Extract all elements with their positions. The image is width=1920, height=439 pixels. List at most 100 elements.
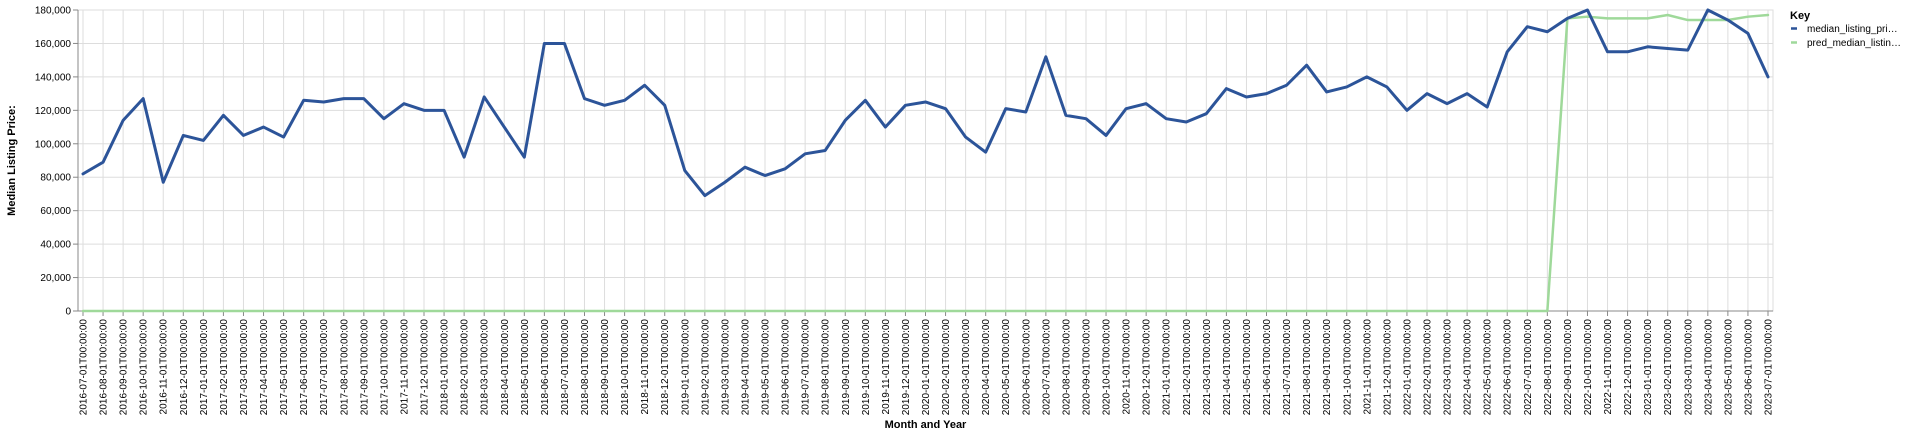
x-tick-label: 2017-09-01T00:00:00 — [359, 319, 370, 416]
x-tick-label: 2018-02-01T00:00:00 — [460, 319, 471, 416]
grid-lines — [77, 9, 1774, 312]
x-tick-label: 2020-03-01T00:00:00 — [961, 319, 972, 416]
x-tick-label: 2016-11-01T00:00:00 — [159, 319, 170, 415]
x-tick-label: 2019-09-01T00:00:00 — [841, 319, 852, 416]
x-tick-label: 2023-05-01T00:00:00 — [1723, 319, 1734, 416]
x-tick-label: 2017-01-01T00:00:00 — [199, 319, 210, 416]
x-tick-label: 2019-08-01T00:00:00 — [821, 319, 832, 416]
legend: Key median_listing_pri… pred_median_listi… — [1790, 10, 1901, 49]
x-tick-label: 2020-02-01T00:00:00 — [941, 319, 952, 416]
x-tick-label: 2017-10-01T00:00:00 — [379, 319, 390, 416]
x-tick-label: 2021-10-01T00:00:00 — [1342, 319, 1353, 416]
x-tick-label: 2020-07-01T00:00:00 — [1041, 319, 1052, 416]
x-tick-label: 2020-06-01T00:00:00 — [1021, 319, 1032, 416]
x-tick-label: 2021-05-01T00:00:00 — [1242, 319, 1253, 416]
x-tick-label: 2018-12-01T00:00:00 — [660, 319, 671, 416]
x-tick-label: 2020-01-01T00:00:00 — [921, 319, 932, 416]
x-tick-label: 2021-12-01T00:00:00 — [1382, 319, 1393, 416]
x-tick-label: 2018-09-01T00:00:00 — [600, 319, 611, 416]
x-tick-label: 2022-12-01T00:00:00 — [1623, 319, 1634, 416]
x-tick-label: 2023-06-01T00:00:00 — [1743, 319, 1754, 416]
y-tick-label: 100,000 — [35, 139, 72, 150]
x-tick-label: 2019-04-01T00:00:00 — [740, 319, 751, 416]
x-tick-label: 2016-10-01T00:00:00 — [139, 319, 150, 416]
x-tick-label: 2022-06-01T00:00:00 — [1503, 319, 1514, 416]
series-line-pred-median-listing-price — [81, 13, 1770, 313]
x-tick-label: 2020-05-01T00:00:00 — [1001, 319, 1012, 416]
x-tick-label: 2017-02-01T00:00:00 — [219, 319, 230, 416]
x-tick-label: 2020-10-01T00:00:00 — [1102, 319, 1113, 416]
x-tick-label: 2021-04-01T00:00:00 — [1222, 319, 1233, 416]
x-tick-label: 2020-04-01T00:00:00 — [981, 319, 992, 416]
legend-label: median_listing_pri… — [1807, 24, 1898, 35]
y-tick-label: 80,000 — [40, 173, 71, 184]
y-tick-label: 180,000 — [35, 6, 72, 17]
x-tick-label: 2019-11-01T00:00:00 — [881, 319, 892, 415]
x-tick-label: 2017-05-01T00:00:00 — [279, 319, 290, 416]
x-tick-label: 2021-03-01T00:00:00 — [1202, 319, 1213, 416]
x-tick-label: 2016-07-01T00:00:00 — [79, 319, 90, 416]
x-tick-label: 2019-02-01T00:00:00 — [700, 319, 711, 416]
x-tick-label: 2022-03-01T00:00:00 — [1443, 319, 1454, 416]
x-tick-label: 2021-02-01T00:00:00 — [1182, 319, 1193, 416]
x-tick-label: 2022-02-01T00:00:00 — [1422, 319, 1433, 416]
y-tick-label: 40,000 — [40, 240, 71, 251]
x-tick-label: 2017-04-01T00:00:00 — [259, 319, 270, 416]
x-tick-label: 2019-12-01T00:00:00 — [901, 319, 912, 416]
series-line-median-listing-price — [81, 8, 1770, 198]
x-axis: 2016-07-01T00:00:00 2016-08-01T00:00:00 20… — [78, 310, 1775, 416]
y-tick-label: 160,000 — [35, 39, 72, 50]
x-tick-label: 2023-01-01T00:00:00 — [1643, 319, 1654, 416]
x-tick-label: 2020-08-01T00:00:00 — [1061, 319, 1072, 416]
x-tick-label: 2022-08-01T00:00:00 — [1543, 319, 1554, 416]
x-tick-label: 2017-08-01T00:00:00 — [339, 319, 350, 416]
x-tick-label: 2017-12-01T00:00:00 — [420, 319, 431, 416]
y-tick-label: 0 — [65, 307, 71, 318]
x-tick-label: 2022-05-01T00:00:00 — [1483, 319, 1494, 416]
x-axis-title: Month and Year — [885, 419, 967, 431]
x-tick-label: 2020-12-01T00:00:00 — [1142, 319, 1153, 416]
x-tick-label: 2019-10-01T00:00:00 — [861, 319, 872, 416]
x-tick-label: 2018-08-01T00:00:00 — [580, 319, 591, 416]
x-tick-label: 2020-09-01T00:00:00 — [1081, 319, 1092, 416]
x-tick-label: 2017-03-01T00:00:00 — [239, 319, 250, 416]
x-tick-label: 2022-11-01T00:00:00 — [1603, 319, 1614, 415]
x-tick-label: 2023-03-01T00:00:00 — [1683, 319, 1694, 416]
x-tick-label: 2022-04-01T00:00:00 — [1463, 319, 1474, 416]
x-tick-label: 2022-10-01T00:00:00 — [1583, 319, 1594, 416]
x-tick-label: 2021-11-01T00:00:00 — [1362, 319, 1373, 415]
x-tick-label: 2019-06-01T00:00:00 — [781, 319, 792, 416]
legend-items: median_listing_pri… pred_median_listin… — [1791, 24, 1901, 49]
x-tick-label: 2018-11-01T00:00:00 — [640, 319, 651, 415]
x-tick-label: 2020-11-01T00:00:00 — [1122, 319, 1133, 415]
y-axis: 0 20,000 40,000 60,000 80,000 100,000 120,000 1… — [35, 6, 79, 318]
y-tick-label: 140,000 — [35, 72, 72, 83]
legend-title: Key — [1790, 10, 1811, 22]
x-tick-label: 2019-03-01T00:00:00 — [720, 319, 731, 416]
x-tick-label: 2016-12-01T00:00:00 — [179, 319, 190, 416]
y-tick-label: 20,000 — [40, 273, 71, 284]
y-tick-label: 60,000 — [40, 206, 71, 217]
x-tick-label: 2023-02-01T00:00:00 — [1663, 319, 1674, 416]
x-tick-label: 2022-09-01T00:00:00 — [1563, 319, 1574, 416]
y-tick-label: 120,000 — [35, 106, 72, 117]
x-tick-label: 2018-05-01T00:00:00 — [520, 319, 531, 416]
x-tick-label: 2018-04-01T00:00:00 — [500, 319, 511, 416]
x-tick-label: 2017-07-01T00:00:00 — [319, 319, 330, 416]
x-tick-label: 2021-09-01T00:00:00 — [1322, 319, 1333, 416]
x-tick-label: 2018-01-01T00:00:00 — [440, 319, 451, 416]
x-tick-label: 2019-07-01T00:00:00 — [801, 319, 812, 416]
x-tick-label: 2018-07-01T00:00:00 — [560, 319, 571, 416]
x-tick-label: 2019-05-01T00:00:00 — [761, 319, 772, 416]
x-tick-label: 2018-10-01T00:00:00 — [620, 319, 631, 416]
x-tick-label: 2021-01-01T00:00:00 — [1162, 319, 1173, 416]
legend-label: pred_median_listin… — [1807, 38, 1901, 49]
x-tick-label: 2021-08-01T00:00:00 — [1302, 319, 1313, 416]
x-tick-label: 2022-07-01T00:00:00 — [1523, 319, 1534, 416]
x-tick-label: 2016-09-01T00:00:00 — [119, 319, 130, 416]
x-tick-label: 2019-01-01T00:00:00 — [680, 319, 691, 416]
x-tick-label: 2023-07-01T00:00:00 — [1764, 319, 1775, 416]
x-tick-label: 2021-06-01T00:00:00 — [1262, 319, 1273, 416]
